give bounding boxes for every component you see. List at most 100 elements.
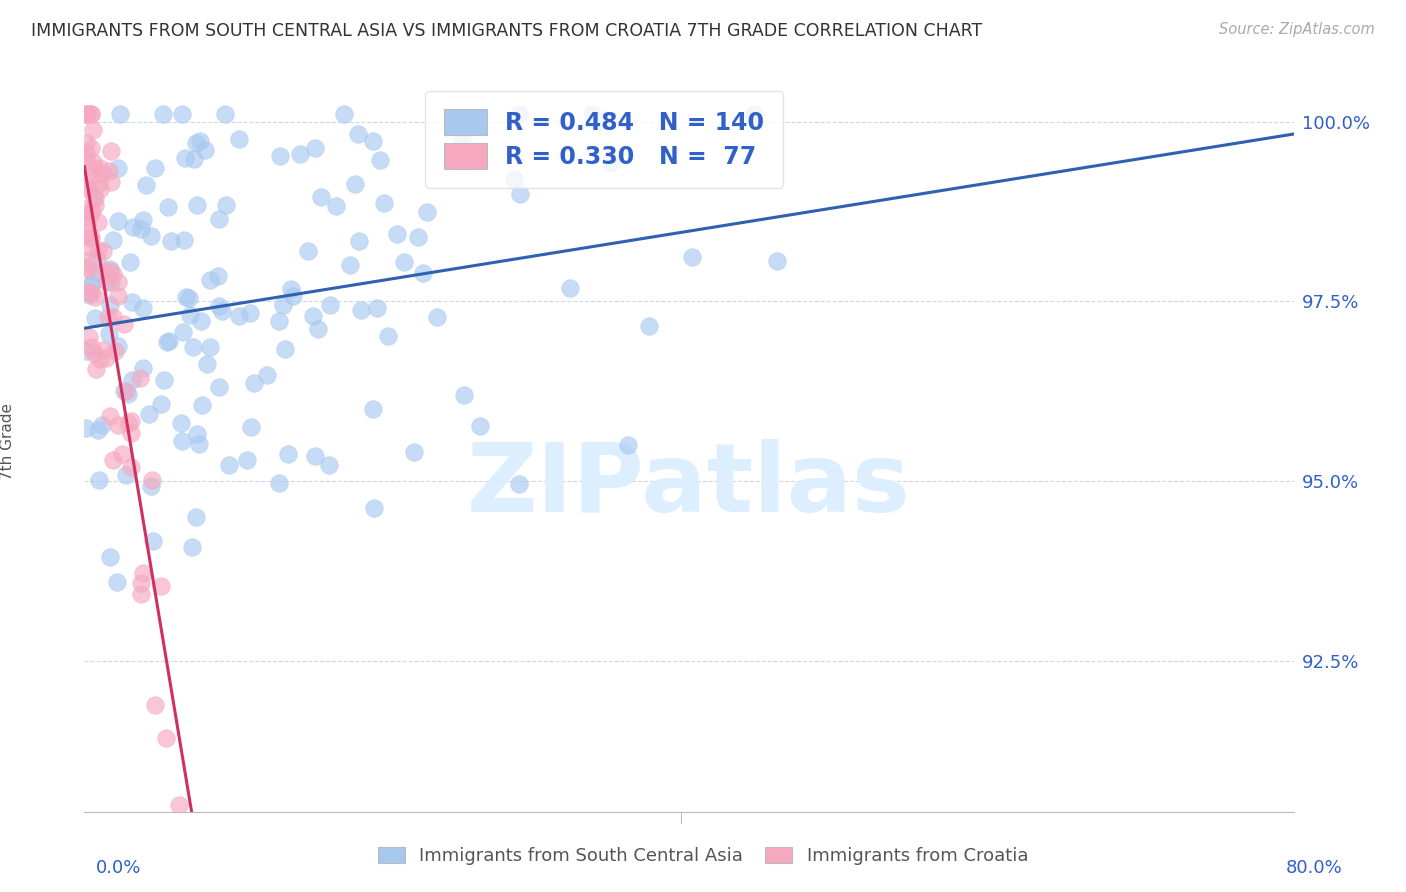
Point	[239, 420, 262, 434]
Point	[107, 213, 129, 227]
Point	[368, 153, 391, 167]
Point	[195, 357, 218, 371]
Point	[80, 168, 103, 182]
Point	[117, 416, 139, 430]
Point	[236, 453, 259, 467]
Point	[141, 473, 163, 487]
Point	[84, 198, 107, 212]
Text: 0.0%: 0.0%	[96, 859, 141, 877]
Point	[215, 198, 238, 212]
Point	[98, 327, 121, 342]
Point	[83, 345, 105, 359]
Point	[558, 281, 581, 295]
Point	[89, 161, 111, 176]
Point	[152, 107, 174, 121]
Point	[174, 151, 197, 165]
Point	[115, 384, 138, 399]
Point	[75, 107, 97, 121]
Point	[170, 416, 193, 430]
Point	[98, 409, 121, 423]
Point	[172, 325, 194, 339]
Point	[581, 107, 603, 121]
Point	[112, 317, 135, 331]
Point	[77, 330, 100, 344]
Point	[98, 550, 121, 565]
Point	[75, 136, 97, 151]
Point	[76, 107, 98, 121]
Point	[75, 260, 97, 275]
Point	[281, 289, 304, 303]
Point	[207, 212, 229, 227]
Point	[377, 328, 399, 343]
Point	[508, 476, 530, 491]
Point	[267, 476, 290, 491]
Point	[470, 419, 492, 434]
Point	[271, 298, 294, 312]
Point	[132, 361, 155, 376]
Point	[129, 576, 152, 591]
Point	[319, 297, 342, 311]
Point	[744, 107, 766, 121]
Point	[75, 178, 97, 192]
Point	[94, 264, 117, 278]
Point	[157, 200, 180, 214]
Point	[392, 255, 415, 269]
Point	[75, 150, 97, 164]
Point	[198, 272, 221, 286]
Point	[589, 114, 612, 128]
Point	[117, 386, 139, 401]
Point	[121, 459, 143, 474]
Point	[208, 379, 231, 393]
Point	[149, 579, 172, 593]
Point	[132, 566, 155, 581]
Point	[111, 447, 134, 461]
Point	[617, 438, 640, 452]
Point	[115, 468, 138, 483]
Point	[142, 533, 165, 548]
Point	[110, 107, 132, 121]
Point	[207, 268, 229, 283]
Point	[121, 373, 143, 387]
Point	[304, 140, 326, 154]
Point	[97, 310, 120, 324]
Point	[141, 229, 163, 244]
Point	[89, 182, 111, 196]
Point	[87, 244, 110, 258]
Point	[105, 574, 128, 589]
Point	[107, 338, 129, 352]
Point	[145, 161, 167, 175]
Point	[218, 458, 240, 473]
Point	[120, 425, 142, 440]
Point	[508, 107, 530, 121]
Point	[75, 107, 97, 121]
Point	[451, 131, 474, 145]
Point	[325, 199, 347, 213]
Point	[149, 397, 172, 411]
Point	[637, 318, 659, 333]
Point	[269, 313, 291, 327]
Point	[120, 255, 142, 269]
Point	[86, 267, 108, 281]
Point	[187, 437, 209, 451]
Point	[87, 473, 110, 487]
Point	[101, 310, 124, 325]
Point	[90, 417, 112, 432]
Point	[208, 299, 231, 313]
Point	[350, 302, 373, 317]
Point	[373, 196, 395, 211]
Point	[141, 479, 163, 493]
Point	[408, 230, 430, 244]
Point	[87, 215, 110, 229]
Point	[82, 123, 104, 137]
Point	[76, 285, 98, 300]
Point	[80, 229, 103, 244]
Point	[186, 510, 208, 524]
Point	[97, 163, 120, 178]
Point	[75, 344, 97, 359]
Point	[339, 258, 361, 272]
Point	[100, 175, 122, 189]
Point	[343, 177, 366, 191]
Point	[112, 384, 135, 398]
Point	[765, 254, 787, 268]
Point	[309, 189, 332, 203]
